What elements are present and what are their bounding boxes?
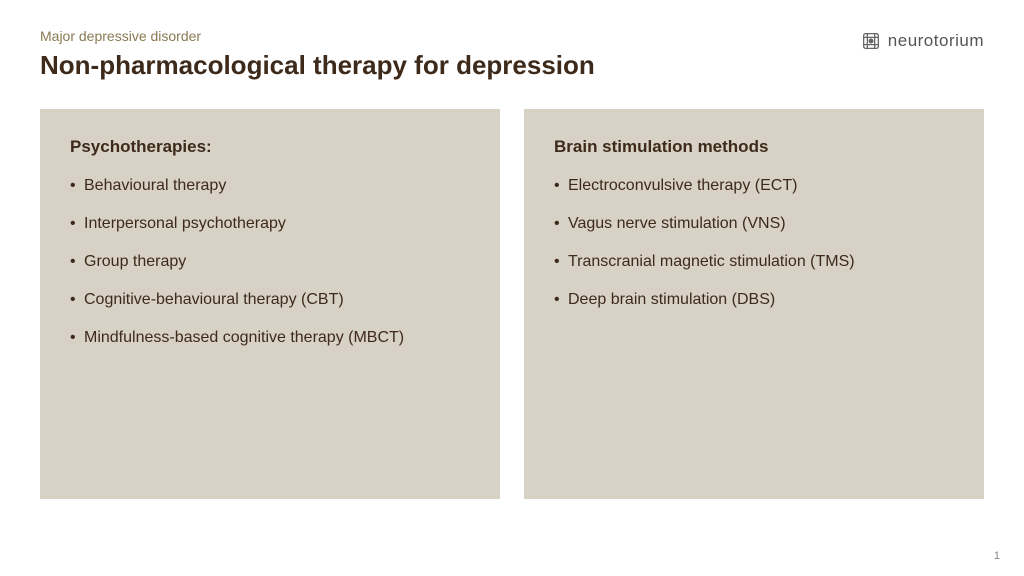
list-item: Transcranial magnetic stimulation (TMS) — [554, 253, 954, 271]
brain-icon — [860, 30, 882, 52]
slide-header: Major depressive disorder Non-pharmacolo… — [0, 0, 1024, 91]
page-title: Non-pharmacological therapy for depressi… — [40, 50, 860, 81]
list-item: Deep brain stimulation (DBS) — [554, 291, 954, 309]
panel-brain-stimulation: Brain stimulation methods Electroconvuls… — [524, 109, 984, 499]
list-item: Behavioural therapy — [70, 177, 470, 195]
panels-container: Psychotherapies: Behavioural therapy Int… — [0, 91, 1024, 499]
psychotherapies-list: Behavioural therapy Interpersonal psycho… — [70, 177, 470, 347]
list-item: Group therapy — [70, 253, 470, 271]
list-item: Cognitive-behavioural therapy (CBT) — [70, 291, 470, 309]
panel-heading: Psychotherapies: — [70, 137, 470, 157]
list-item: Electroconvulsive therapy (ECT) — [554, 177, 954, 195]
panel-heading: Brain stimulation methods — [554, 137, 954, 157]
brand-logo: neurotorium — [860, 30, 984, 52]
list-item: Interpersonal psychotherapy — [70, 215, 470, 233]
header-left: Major depressive disorder Non-pharmacolo… — [40, 28, 860, 81]
brand-text: neurotorium — [888, 31, 984, 51]
eyebrow-text: Major depressive disorder — [40, 28, 860, 44]
list-item: Vagus nerve stimulation (VNS) — [554, 215, 954, 233]
list-item: Mindfulness-based cognitive therapy (MBC… — [70, 329, 470, 347]
panel-psychotherapies: Psychotherapies: Behavioural therapy Int… — [40, 109, 500, 499]
brain-stimulation-list: Electroconvulsive therapy (ECT) Vagus ne… — [554, 177, 954, 309]
page-number: 1 — [994, 550, 1000, 562]
